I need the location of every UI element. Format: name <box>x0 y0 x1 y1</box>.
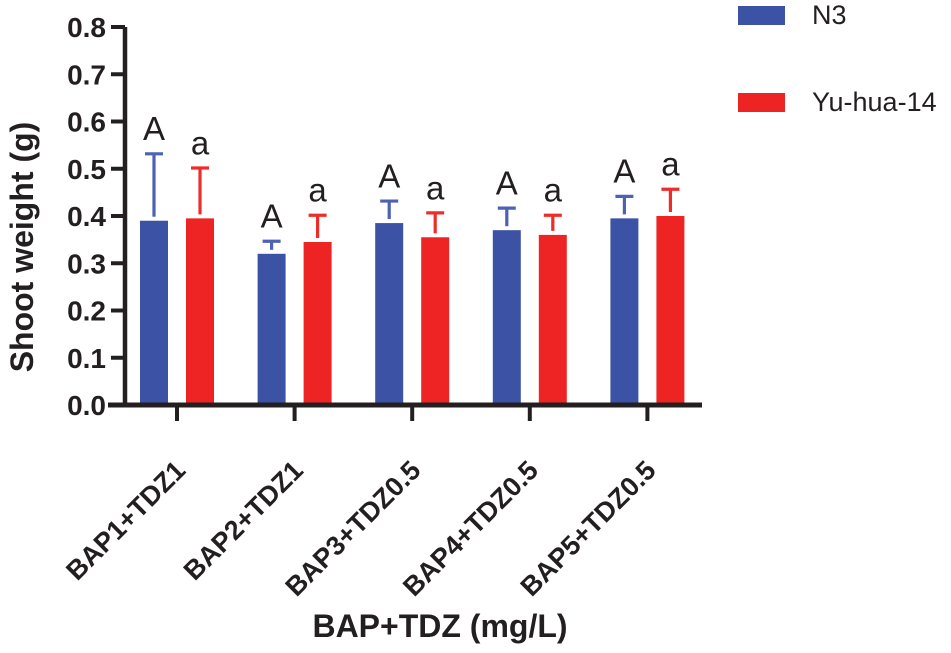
y-tick-label: 0.3 <box>67 248 106 279</box>
significance-letter: a <box>191 124 210 161</box>
y-tick-label: 0.0 <box>67 390 106 421</box>
significance-letter: a <box>661 146 680 183</box>
y-tick-label: 0.2 <box>67 296 106 327</box>
bar-N3-BAP5+TDZ0.5 <box>610 218 639 405</box>
bar-Yu-hua-14-BAP1+TDZ1 <box>186 218 214 405</box>
x-tick-label: BAP2+TDZ1 <box>178 455 309 586</box>
bar-N3-BAP4+TDZ0.5 <box>492 230 521 405</box>
y-tick-label: 0.7 <box>67 59 106 90</box>
significance-letter: A <box>261 198 283 235</box>
legend-item-yu-hua-14: Yu-hua-14 <box>738 86 937 117</box>
y-tick-label: 0.6 <box>67 107 106 138</box>
legend-swatch-yu-hua-14 <box>738 92 785 112</box>
significance-letter: A <box>143 110 165 147</box>
significance-letter: A <box>378 157 400 194</box>
y-tick-label: 0.4 <box>67 201 106 232</box>
x-tick-label: BAP1+TDZ1 <box>60 455 191 586</box>
legend-label-n3: N3 <box>812 0 847 30</box>
bar-Yu-hua-14-BAP5+TDZ0.5 <box>656 216 685 405</box>
bar-N3-BAP3+TDZ0.5 <box>375 223 404 405</box>
bar-N3-BAP1+TDZ1 <box>140 220 168 405</box>
x-axis-title: BAP+TDZ (mg/L) <box>312 608 567 644</box>
bar-Yu-hua-14-BAP2+TDZ1 <box>303 241 332 405</box>
significance-letter: a <box>308 172 327 209</box>
significance-letter: A <box>496 165 518 202</box>
y-tick-label: 0.8 <box>67 12 106 43</box>
legend: N3 Yu-hua-14 <box>738 0 937 178</box>
y-tick-label: 0.5 <box>67 154 106 185</box>
significance-letter: A <box>613 153 635 190</box>
bar-N3-BAP2+TDZ1 <box>257 253 286 405</box>
legend-label-yu-hua-14: Yu-hua-14 <box>812 86 937 117</box>
bar-Yu-hua-14-BAP3+TDZ0.5 <box>421 237 450 405</box>
y-axis-title: Shoot weight (g) <box>4 122 40 373</box>
significance-letter: a <box>426 169 445 206</box>
significance-letter: a <box>544 172 563 209</box>
bar-Yu-hua-14-BAP4+TDZ0.5 <box>538 234 567 405</box>
legend-swatch-n3 <box>738 5 785 25</box>
legend-item-n3: N3 <box>738 0 937 30</box>
y-tick-label: 0.1 <box>67 343 106 374</box>
